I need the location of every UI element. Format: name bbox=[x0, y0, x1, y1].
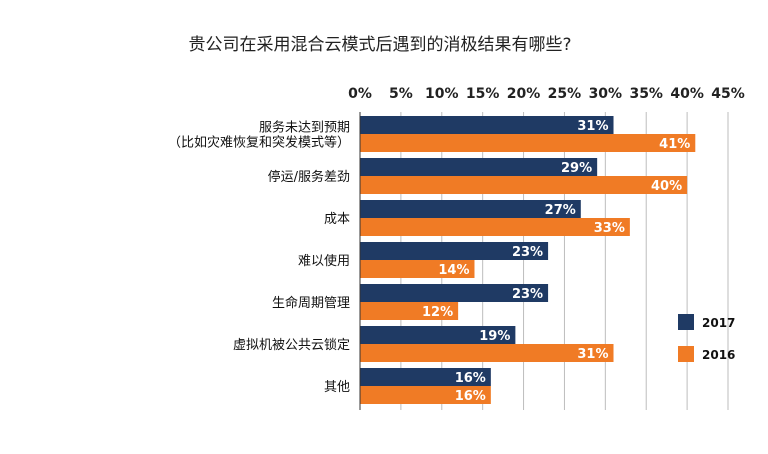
x-tick-label: 35% bbox=[629, 86, 663, 102]
data-label: 31% bbox=[577, 119, 608, 134]
category-label: 停运/服务差劲 bbox=[268, 169, 350, 185]
data-label: 12% bbox=[422, 305, 453, 320]
bar-2016 bbox=[360, 344, 614, 362]
legend-label-2017: 2017 bbox=[702, 316, 735, 330]
bars: 31% 41% 29% 40% 27% 33% 23% 14% 23% 12% 19% 31% 16% 1… bbox=[360, 116, 696, 404]
bar-2016 bbox=[360, 176, 688, 194]
data-label: 41% bbox=[659, 137, 690, 152]
x-tick-label: 15% bbox=[466, 86, 500, 102]
x-tick-label: 30% bbox=[589, 86, 623, 102]
data-label: 23% bbox=[512, 245, 543, 260]
x-tick-label: 20% bbox=[507, 86, 541, 102]
legend-swatch-2016 bbox=[678, 346, 694, 362]
bar-2017 bbox=[360, 242, 549, 260]
bar-2017 bbox=[360, 284, 549, 302]
data-label: 16% bbox=[455, 389, 486, 404]
x-tick-label: 45% bbox=[711, 86, 745, 102]
data-label: 23% bbox=[512, 287, 543, 302]
data-label: 40% bbox=[651, 179, 682, 194]
data-label: 27% bbox=[545, 203, 576, 218]
category-label: 难以使用 bbox=[298, 253, 350, 269]
bar-2017 bbox=[360, 326, 516, 344]
bar-2016 bbox=[360, 134, 696, 152]
bar-2017 bbox=[360, 158, 598, 176]
category-labels: 服务未达到预期（比如灾难恢复和突发模式等） 停运/服务差劲成本难以使用生命周期管理… bbox=[168, 120, 350, 396]
bar-2017 bbox=[360, 116, 614, 134]
data-label: 19% bbox=[479, 329, 510, 344]
chart-title: 贵公司在采用混合云模式后遇到的消极结果有哪些? bbox=[188, 35, 571, 55]
bar-2016 bbox=[360, 302, 459, 320]
data-label: 31% bbox=[577, 347, 608, 362]
x-axis-ticks: 0% 5% 10% 15% 20% 25% 30% 35% 40% 45% bbox=[348, 86, 745, 102]
data-label: 33% bbox=[594, 221, 625, 236]
category-label: 虚拟机被公共云锁定 bbox=[233, 337, 350, 353]
bar-2016 bbox=[360, 386, 491, 404]
bar-2017 bbox=[360, 200, 581, 218]
category-label: 服务未达到预期 bbox=[259, 120, 350, 136]
category-label: 生命周期管理 bbox=[272, 295, 350, 311]
legend: 2017 2016 bbox=[678, 314, 735, 362]
data-label: 16% bbox=[455, 371, 486, 386]
x-tick-label: 5% bbox=[389, 86, 413, 102]
bar-2016 bbox=[360, 260, 475, 278]
data-label: 29% bbox=[561, 161, 592, 176]
category-label: 其他 bbox=[324, 380, 350, 395]
x-tick-label: 0% bbox=[348, 86, 372, 102]
legend-label-2016: 2016 bbox=[702, 348, 735, 362]
bar-2017 bbox=[360, 368, 491, 386]
bar-2016 bbox=[360, 218, 630, 236]
data-label: 14% bbox=[438, 263, 469, 278]
category-label: 成本 bbox=[324, 212, 350, 227]
x-tick-label: 10% bbox=[425, 86, 459, 102]
x-tick-label: 25% bbox=[548, 86, 582, 102]
x-tick-label: 40% bbox=[670, 86, 704, 102]
category-label: （比如灾难恢复和突发模式等） bbox=[168, 135, 350, 151]
legend-swatch-2017 bbox=[678, 314, 694, 330]
